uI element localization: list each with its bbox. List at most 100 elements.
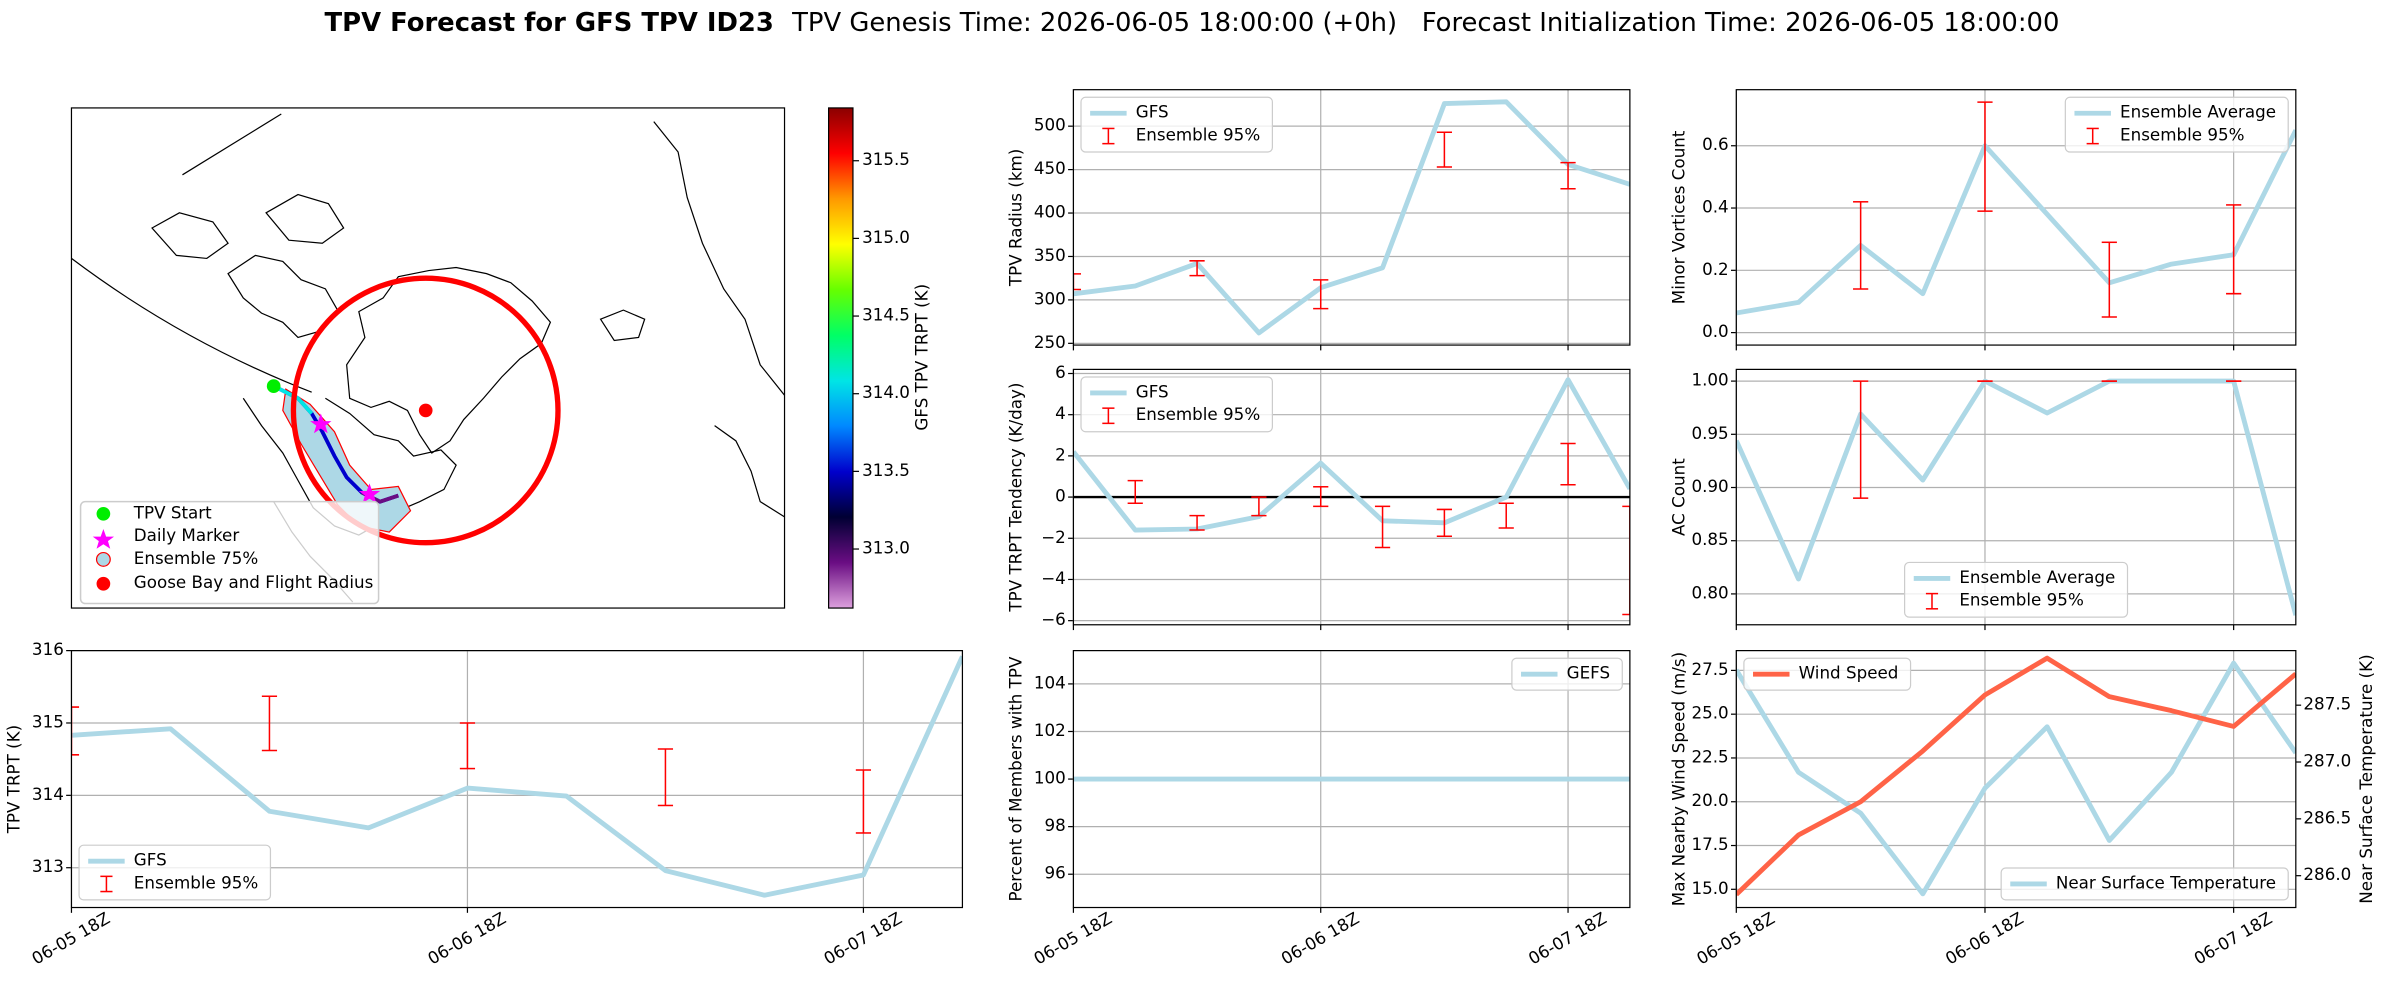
colorbar: GFS TPV TRPT (K) 313.0 313.5 314.0 314.5 315… (828, 107, 931, 609)
tpv-start (266, 379, 281, 393)
map: TPV Start Daily Marker Ensemble 75% Goos… (70, 107, 786, 609)
colorbar-label: GFS TPV TRPT (K) (911, 284, 931, 431)
y-tick-label: 400 (1034, 202, 1066, 222)
panel: 0.80 0.85 0.90 0.95 1.00 AC Count Ensemble Ave… (1669, 368, 2297, 631)
axes-frame (1072, 89, 1631, 346)
coastline (346, 266, 552, 454)
series-line (1073, 99, 1630, 336)
series-line (1736, 378, 2296, 616)
x-tick-label: 06-07 18Z (1525, 908, 1610, 969)
y-tick-label: 0.4 (1702, 197, 1729, 217)
boundary (71, 257, 312, 393)
plot-area (1736, 655, 2296, 897)
legend-box (1743, 657, 1912, 691)
coastline (714, 425, 785, 518)
legend: Wind Speed (1743, 657, 1912, 691)
panel: −6 −4 −2 0 2 4 6 TPV TRPT Tendency (K/day) GFS En… (1006, 362, 1631, 631)
y-tick-label: 96 (1045, 863, 1066, 883)
legend: Ensemble Average Ensemble 95% (2064, 96, 2289, 153)
y-tick-label: 98 (1045, 815, 1066, 835)
legend: Ensemble Average Ensemble 95% (1904, 561, 2129, 618)
figure-title: TPV Forecast for GFS TPV ID23 TPV Genesis… (325, 7, 2060, 37)
series-line (1736, 660, 2296, 897)
x-tick-label: 06-06 18Z (1277, 908, 1362, 969)
legend: Near Surface Temperature (2000, 867, 2289, 901)
legend-label: Ensemble 95% (1136, 404, 1260, 424)
coastline (653, 121, 785, 396)
title: TPV Forecast for GFS TPV ID23 (325, 7, 774, 37)
y-tick-label: 0.90 (1691, 476, 1728, 496)
y-tick-label: 20.0 (1691, 790, 1728, 810)
boundary (182, 113, 282, 176)
y-tick-label: 350 (1034, 245, 1066, 265)
legend-label: Wind Speed (1799, 663, 1899, 683)
colorbar-tick-label: 313.5 (862, 460, 910, 480)
series-line (1736, 129, 2296, 316)
y-axis-label: Minor Vortices Count (1669, 130, 1689, 304)
colorbar-tick-label: 314.5 (862, 305, 910, 325)
colorbar-tick-label: 314.0 (862, 382, 910, 402)
y-tick-label: 100 (1034, 768, 1066, 788)
legend-label: Goose Bay and Flight Radius (134, 572, 373, 592)
legend-label: GFS (134, 850, 167, 870)
legend: GEFS (1511, 657, 1623, 691)
panel: 96 98 100 102 104 06-05 18Z 06-06 18Z 06-07 18Z… (1006, 650, 1631, 969)
y-tick-label: 0.6 (1702, 134, 1729, 154)
legend-marker (95, 551, 111, 567)
plot-area (1073, 377, 1630, 616)
legend-box (1080, 376, 1273, 433)
y-tick-label: 17.5 (1691, 834, 1728, 854)
y-tick-label: −6 (1041, 609, 1066, 629)
subtitle: TPV Genesis Time: 2026-06-05 18:00:00 (+… (791, 7, 2059, 37)
coastline (599, 309, 646, 342)
series-line (1736, 655, 2296, 897)
y-tick-label: 22.5 (1691, 746, 1728, 766)
legend-label: Ensemble 95% (2120, 125, 2244, 145)
legend-marker (96, 576, 111, 591)
axes-frame (1072, 650, 1631, 909)
legend-box (1904, 561, 2129, 618)
y-tick-label: 314 (32, 784, 64, 804)
legend-marker (92, 529, 115, 549)
y-tick-label: 0.85 (1691, 529, 1728, 549)
colorbar-tick-label: 315.5 (862, 149, 910, 169)
x-tick-label: 06-07 18Z (2190, 908, 2275, 969)
y-tick-label: 0.0 (1702, 321, 1729, 341)
tpv-track (272, 384, 314, 415)
x-tick-label: 06-05 18Z (28, 908, 113, 969)
map-frame (70, 107, 786, 609)
plot-area (1073, 99, 1630, 336)
series-line (1073, 377, 1630, 533)
legend-label: GEFS (1567, 663, 1610, 683)
y-tick-label: 316 (32, 639, 64, 659)
legend-label: Near Surface Temperature (2056, 872, 2276, 892)
legend-box (2064, 96, 2289, 153)
legend-box (1080, 96, 1273, 153)
series-line (71, 655, 963, 898)
y-tick-label: 450 (1034, 158, 1066, 178)
y-tick-label: −2 (1041, 527, 1066, 547)
plot-area (71, 655, 963, 898)
y-tick-label: 25.0 (1691, 703, 1728, 723)
flight-radius (290, 275, 561, 546)
y-tick-label: 0 (1055, 486, 1066, 506)
panel: 313 314 315 316 06-05 18Z 06-06 18Z 06-07 18Z T… (4, 639, 964, 969)
coastline (151, 212, 229, 260)
y-axis-label: Percent of Members with TPV (1006, 656, 1026, 902)
legend-box (78, 844, 272, 901)
plot-area (1736, 378, 2296, 616)
panel: 15.0 17.5 20.0 22.5 25.0 27.5 286.0 286.5 287.0 2… (1669, 650, 2376, 969)
legend-label: Ensemble 75% (134, 548, 258, 568)
y-tick-label: 300 (1034, 288, 1066, 308)
y-tick-label: 27.5 (1691, 659, 1728, 679)
legend-label: Ensemble Average (2120, 102, 2276, 122)
colorbar-scale (828, 107, 854, 609)
y2-tick-label: 286.5 (2303, 807, 2351, 827)
legend-label: Ensemble Average (1959, 567, 2115, 587)
y-tick-label: 0.2 (1702, 259, 1729, 279)
y-tick-label: 1.00 (1691, 370, 1728, 390)
